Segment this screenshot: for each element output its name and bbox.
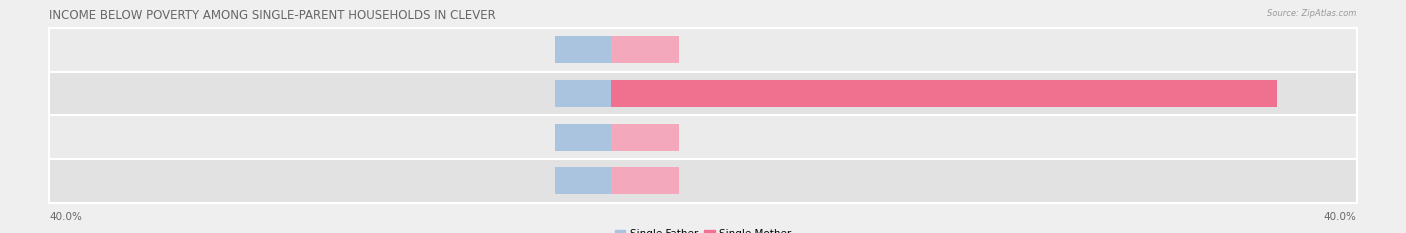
Legend: Single Father, Single Mother: Single Father, Single Mother bbox=[614, 230, 792, 233]
Text: Source: ZipAtlas.com: Source: ZipAtlas.com bbox=[1267, 9, 1357, 18]
Text: 0.0%: 0.0% bbox=[524, 176, 548, 186]
Text: 0.0%: 0.0% bbox=[686, 132, 710, 142]
Text: No Children: No Children bbox=[583, 45, 640, 55]
Text: 0.0%: 0.0% bbox=[524, 45, 548, 55]
Text: 0.0%: 0.0% bbox=[524, 89, 548, 99]
Text: 0.0%: 0.0% bbox=[686, 45, 710, 55]
Text: 0.0%: 0.0% bbox=[524, 132, 548, 142]
Text: 1 or 2 Children: 1 or 2 Children bbox=[575, 89, 648, 99]
Text: 40.0%: 40.0% bbox=[1324, 212, 1357, 222]
Text: 35.7%: 35.7% bbox=[1284, 89, 1317, 99]
Text: 0.0%: 0.0% bbox=[686, 176, 710, 186]
Text: 3 or 4 Children: 3 or 4 Children bbox=[575, 132, 648, 142]
Text: INCOME BELOW POVERTY AMONG SINGLE-PARENT HOUSEHOLDS IN CLEVER: INCOME BELOW POVERTY AMONG SINGLE-PARENT… bbox=[49, 9, 496, 22]
Text: 40.0%: 40.0% bbox=[49, 212, 82, 222]
Text: 5 or more Children: 5 or more Children bbox=[565, 176, 657, 186]
